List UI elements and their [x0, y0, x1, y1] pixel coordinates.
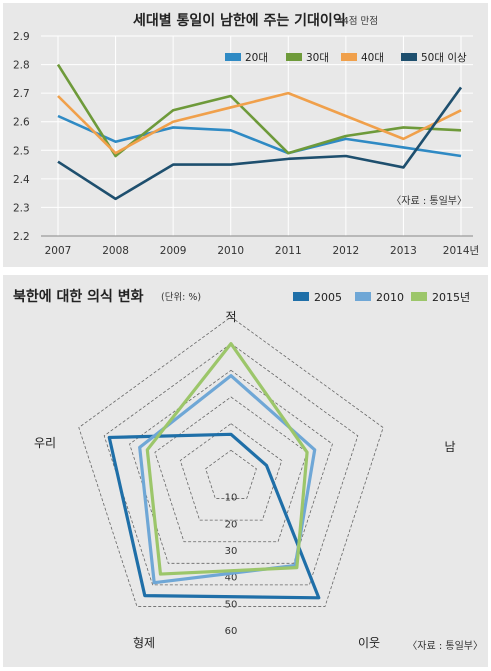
series-line-50대 이상 — [57, 86, 463, 201]
y-tick-label: 2.9 — [13, 31, 30, 43]
legend-swatch — [411, 292, 427, 301]
radar-ring — [179, 423, 283, 521]
radar-ring — [103, 343, 359, 586]
x-tick-label: 2008 — [102, 245, 129, 257]
legend-swatch — [341, 53, 357, 61]
axis-label: 이웃 — [358, 636, 380, 650]
y-tick-label: 2.6 — [13, 117, 30, 129]
line-chart-panel: 세대별 통일이 남한에 주는 기대이익 *4점 만점 2.2 2.3 2.4 2.5 2.6… — [3, 3, 488, 267]
axis-label: 우리 — [34, 436, 56, 450]
legend-swatch — [293, 292, 309, 301]
ring-label: 50 — [225, 599, 238, 610]
legend-label: 40대 — [361, 52, 384, 64]
radar-ring — [129, 369, 333, 564]
x-tick-label: 2013 — [390, 245, 417, 257]
radar-series-2010 — [138, 374, 317, 585]
y-tick-label: 2.7 — [13, 88, 30, 100]
chart-title: 북한에 대한 의식 변화 — [13, 288, 144, 305]
axis-label: 남 — [444, 440, 455, 454]
y-tick-label: 2.3 — [13, 202, 30, 214]
series-line-40대 — [57, 91, 462, 155]
chart-title: 세대별 통일이 남한에 주는 기대이익 — [133, 12, 346, 29]
radar-ring — [205, 449, 257, 499]
ring-label: 10 — [225, 493, 238, 504]
x-tick-label: 2010 — [217, 245, 244, 257]
legend-label: 2015년 — [432, 291, 470, 304]
ring-label: 20 — [225, 519, 238, 530]
legend-label: 2010 — [376, 291, 404, 304]
x-tick-label: 2007 — [45, 245, 72, 257]
legend-swatch — [401, 53, 417, 61]
x-tick-label: 2012 — [332, 245, 359, 257]
ring-label: 40 — [225, 573, 238, 584]
y-tick-label: 2.2 — [13, 231, 30, 243]
y-tick-label: 2.5 — [13, 145, 30, 157]
line-chart: 세대별 통일이 남한에 주는 기대이익*4점 만점 2.2 2.3 2.4 2.5 2.6… — [13, 12, 479, 257]
chart-note: *4점 만점 — [338, 15, 378, 27]
y-tick-label: 2.4 — [13, 174, 30, 186]
legend-swatch — [355, 292, 371, 301]
radar-series-2015년 — [145, 342, 309, 576]
legend-swatch — [225, 53, 241, 61]
legend-swatch — [286, 53, 302, 61]
axis-label: 적 — [225, 310, 236, 324]
y-tick-label: 2.8 — [13, 60, 30, 72]
x-tick-label: 2014년 — [443, 245, 479, 257]
legend-label: 2005 — [314, 291, 342, 304]
source-note: 〈자료 : 통일부〉 — [391, 195, 467, 207]
chart-unit: (단위: %) — [161, 291, 201, 303]
ring-label: 60 — [225, 626, 238, 637]
radar-series-2005 — [107, 432, 321, 600]
series-line-20대 — [57, 114, 462, 158]
legend-label: 30대 — [306, 52, 329, 64]
radar-chart: 북한에 대한 의식 변화 (단위: %) 2005 2010 2015년 10 20 30 40… — [13, 288, 483, 652]
x-tick-label: 2009 — [160, 245, 187, 257]
radar-ring — [154, 396, 308, 543]
legend-label: 20대 — [245, 52, 268, 64]
source-note: 〈자료 : 통일부〉 — [407, 640, 483, 652]
x-tick-label: 2011 — [275, 245, 302, 257]
legend-label: 50대 이상 — [421, 52, 467, 64]
radar-ring — [78, 316, 384, 607]
axis-label: 형제 — [133, 636, 155, 650]
radar-chart-panel: 북한에 대한 의식 변화 (단위: %) 2005 2010 2015년 10 20 30 40… — [3, 275, 488, 667]
ring-label: 30 — [225, 546, 238, 557]
